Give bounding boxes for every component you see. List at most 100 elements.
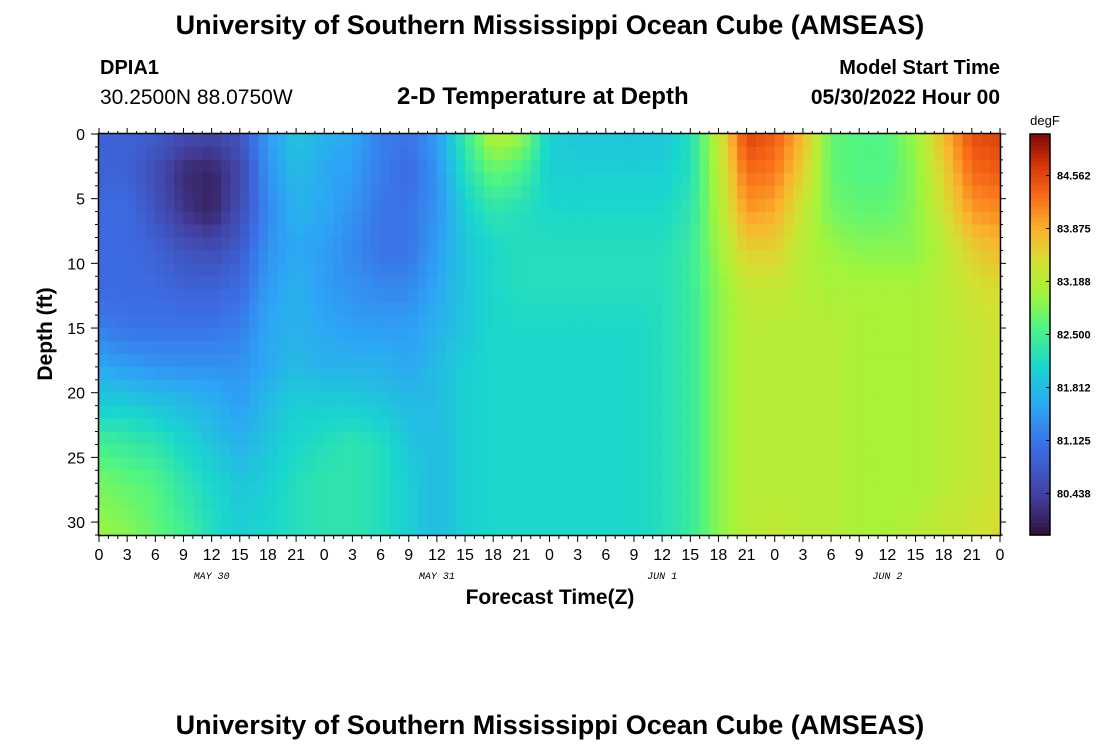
heatmap-cell	[408, 159, 419, 174]
heatmap-cell	[821, 198, 832, 213]
heatmap-cell	[474, 328, 485, 342]
heatmap-cell	[305, 405, 316, 420]
heatmap-cell	[633, 159, 644, 174]
heatmap-cell	[727, 444, 738, 458]
heatmap-cell	[155, 483, 166, 497]
heatmap-cell	[924, 224, 935, 239]
heatmap-cell	[924, 198, 935, 213]
colorbar-segment	[1030, 330, 1050, 336]
heatmap-cell	[727, 392, 738, 407]
heatmap-cell	[418, 198, 429, 213]
heatmap-cell	[192, 146, 203, 161]
heatmap-cell	[924, 483, 935, 497]
heatmap-cell	[174, 457, 185, 471]
heatmap-cell	[680, 522, 691, 536]
heatmap-cell	[446, 198, 457, 213]
heatmap-cell	[502, 237, 513, 252]
heatmap-cell	[380, 315, 391, 329]
colorbar-segment	[1030, 350, 1050, 356]
heatmap-cell	[774, 340, 785, 355]
heatmap-cell	[680, 302, 691, 316]
heatmap-cell	[427, 366, 438, 381]
heatmap-cell	[230, 198, 241, 213]
heatmap-cell	[587, 224, 598, 239]
heatmap-cell	[465, 289, 476, 303]
heatmap-cell	[530, 185, 541, 200]
heatmap-cell	[587, 237, 598, 252]
heatmap-cell	[849, 198, 860, 213]
heatmap-cell	[474, 457, 485, 471]
heatmap-cell	[962, 263, 973, 277]
heatmap-cell	[192, 237, 203, 252]
heatmap-cell	[568, 431, 579, 446]
heatmap-cell	[877, 522, 888, 536]
heatmap-cell	[465, 444, 476, 458]
colorbar-segment	[1030, 530, 1050, 536]
heatmap-cell	[117, 366, 128, 381]
colorbar-segment	[1030, 314, 1050, 320]
heatmap-cell	[183, 340, 194, 355]
heatmap-cell	[784, 172, 795, 187]
heatmap-cell	[821, 405, 832, 420]
heatmap-cell	[371, 483, 382, 497]
heatmap-cell	[633, 185, 644, 200]
heatmap-cell	[793, 340, 804, 355]
heatmap-cell	[230, 405, 241, 420]
heatmap-cell	[333, 470, 344, 484]
heatmap-cell	[877, 366, 888, 381]
colorbar-segment	[1030, 486, 1050, 492]
heatmap-cell	[286, 392, 297, 407]
heatmap-cell	[662, 509, 673, 523]
heatmap-cell	[943, 483, 954, 497]
colorbar-segment	[1030, 178, 1050, 183]
colorbar-segment	[1030, 358, 1050, 364]
heatmap-cell	[746, 289, 757, 303]
heatmap-cell	[361, 315, 372, 329]
heatmap-cell	[127, 353, 138, 368]
heatmap-cell	[436, 366, 447, 381]
heatmap-cell	[962, 172, 973, 187]
heatmap-cell	[981, 431, 992, 446]
heatmap-cell	[746, 172, 757, 187]
heatmap-cell	[727, 470, 738, 484]
heatmap-cell	[483, 328, 494, 342]
heatmap-cell	[784, 328, 795, 342]
colorbar-segment	[1030, 522, 1050, 528]
heatmap-cell	[671, 353, 682, 368]
heatmap-cell	[558, 470, 569, 484]
heatmap-cell	[343, 198, 354, 213]
heatmap-cell	[652, 522, 663, 536]
heatmap-cell	[671, 457, 682, 471]
heatmap-cell	[455, 457, 466, 471]
heatmap-cell	[831, 315, 842, 329]
heatmap-cell	[221, 185, 231, 200]
heatmap-cell	[690, 134, 701, 148]
heatmap-cell	[718, 315, 729, 329]
heatmap-cell	[296, 444, 307, 458]
heatmap-cell	[737, 224, 748, 239]
heatmap-cell	[183, 392, 194, 407]
heatmap-cell	[333, 134, 344, 148]
heatmap-cell	[624, 198, 635, 213]
heatmap-cell	[511, 353, 522, 368]
heatmap-cell	[587, 302, 598, 316]
heatmap-cell	[277, 134, 288, 148]
heatmap-cell	[267, 379, 278, 394]
heatmap-cell	[746, 328, 757, 342]
heatmap-cell	[896, 328, 907, 342]
heatmap-cell	[577, 250, 588, 264]
heatmap-cell	[924, 353, 935, 368]
heatmap-cell	[812, 405, 823, 420]
heatmap-cell	[117, 237, 128, 252]
heatmap-cell	[915, 289, 926, 303]
heatmap-cell	[849, 237, 860, 252]
heatmap-cell	[709, 146, 720, 161]
heatmap-cell	[755, 328, 766, 342]
heatmap-cell	[540, 185, 551, 200]
heatmap-cell	[511, 185, 522, 200]
heatmap-cell	[784, 250, 795, 264]
heatmap-cell	[465, 134, 476, 148]
heatmap-cell	[699, 315, 710, 329]
heatmap-cell	[802, 328, 813, 342]
heatmap-cell	[465, 237, 476, 252]
